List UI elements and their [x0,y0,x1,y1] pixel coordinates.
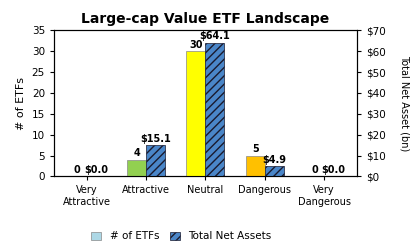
Bar [265,166,284,176]
Bar [186,51,205,176]
Text: 30: 30 [189,40,203,50]
Y-axis label: Total Net Asset (bn): Total Net Asset (bn) [400,55,410,151]
Bar [146,145,165,176]
Text: 0: 0 [74,165,81,175]
Bar [127,160,146,176]
Text: 0: 0 [311,165,318,175]
Text: $64.1: $64.1 [200,31,230,41]
Bar [205,43,225,176]
Text: 5: 5 [252,144,259,154]
Text: 4: 4 [133,148,140,159]
Text: $0.0: $0.0 [84,165,108,175]
Bar [246,155,265,176]
Text: $0.0: $0.0 [322,165,346,175]
Text: $15.1: $15.1 [140,134,171,144]
Title: Large-cap Value ETF Landscape: Large-cap Value ETF Landscape [81,12,330,26]
Y-axis label: # of ETFs: # of ETFs [16,77,26,130]
Text: $4.9: $4.9 [262,155,286,165]
Legend: # of ETFs, Total Net Assets: # of ETFs, Total Net Assets [91,231,271,241]
